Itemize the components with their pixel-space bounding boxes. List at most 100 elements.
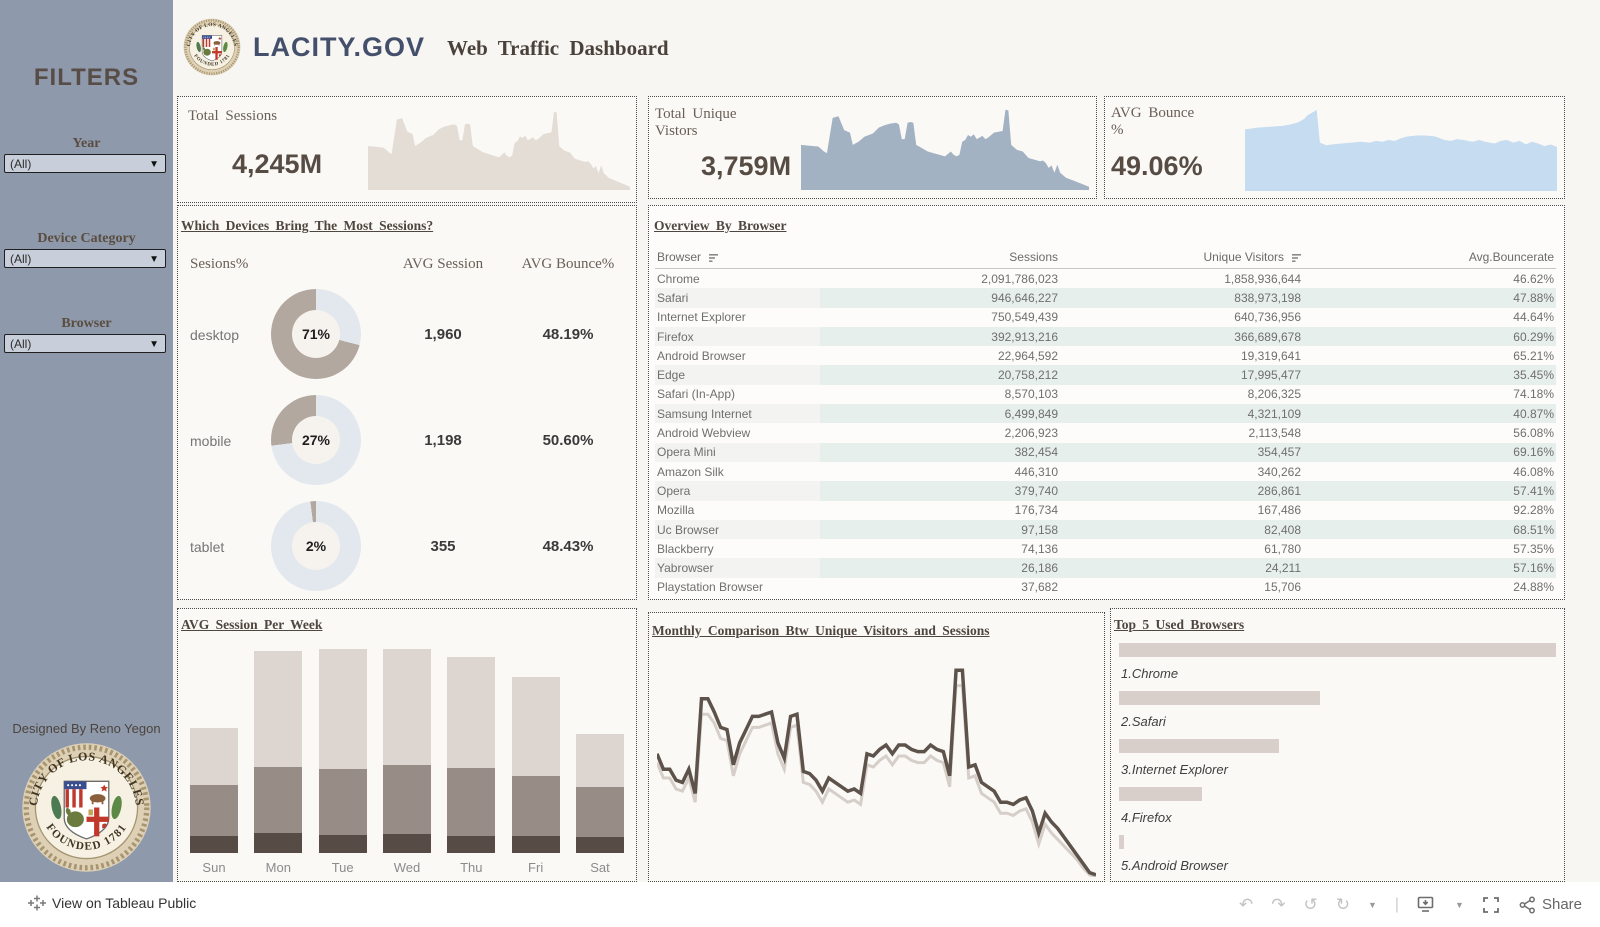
- top5-bar[interactable]: [1119, 787, 1203, 801]
- bar-fri[interactable]: [511, 649, 560, 853]
- segment-mid: [575, 786, 624, 837]
- donut-hole: [292, 416, 340, 464]
- bar-sat[interactable]: [575, 649, 624, 853]
- segment-dark: [254, 833, 303, 853]
- table-cell: 82,408: [1060, 519, 1303, 540]
- view-on-tableau-link[interactable]: View on Tableau Public: [52, 895, 197, 911]
- table-cell: 40.87%: [1303, 404, 1556, 424]
- top5-bar[interactable]: [1119, 835, 1125, 849]
- segment-dark: [382, 833, 431, 853]
- segment-mid: [254, 766, 303, 834]
- device-label-mobile: mobile: [190, 433, 232, 449]
- table-row[interactable]: Opera Mini 382,454 354,457 69.16%: [655, 442, 1556, 462]
- top5-label: 1.Chrome: [1121, 666, 1179, 681]
- filters-title: FILTERS: [33, 64, 140, 91]
- sort-icon[interactable]: [1292, 254, 1301, 262]
- top5-label: 2.Safari: [1121, 714, 1166, 729]
- col-header-browser[interactable]: Browser: [655, 246, 820, 269]
- table-row[interactable]: Mozilla 176,734 167,486 92.28%: [655, 501, 1556, 520]
- segment-mid: [511, 776, 560, 836]
- table-cell: 366,689,678: [1060, 326, 1303, 347]
- device-sessions-pct: 27%: [301, 432, 331, 448]
- download-icon[interactable]: [1417, 896, 1437, 914]
- table-row[interactable]: Edge 20,758,212 17,995,477 35.45%: [655, 365, 1556, 385]
- refresh-caret-icon[interactable]: ▼: [1367, 899, 1377, 910]
- devices-panel: Which Devices Bring The Most Sessions? S…: [177, 205, 637, 600]
- table-row[interactable]: Firefox 392,913,216 366,689,678 60.29%: [655, 326, 1556, 347]
- device-avg-session: 355: [430, 538, 456, 555]
- designer-credit: Designed By Reno Yegon: [12, 721, 161, 736]
- weekly-axis-labels: Sun Mon Tue Wed Thu Fri Sat: [190, 860, 624, 875]
- top5-item: 1.Chrome: [1119, 643, 1556, 681]
- browser-filter-dropdown[interactable]: (All) ▼: [4, 334, 166, 353]
- table-row[interactable]: Safari (In-App) 8,570,103 8,206,325 74.18%: [655, 385, 1556, 404]
- col-header-unique-visitors[interactable]: Unique Visitors: [1060, 246, 1303, 269]
- browser-table: Browser Sessions Unique Visitors Avg.Bou…: [655, 246, 1556, 597]
- browser-filter-value: (All): [10, 337, 32, 351]
- refresh-icon[interactable]: ↻: [1335, 895, 1350, 914]
- segment-light: [447, 657, 496, 769]
- table-row[interactable]: Internet Explorer 750,549,439 640,736,956 4…: [655, 308, 1556, 327]
- table-row[interactable]: Samsung Internet 6,499,849 4,321,109 40.87%: [655, 404, 1556, 424]
- top5-bar[interactable]: [1119, 739, 1279, 753]
- fullscreen-icon[interactable]: [1482, 896, 1500, 914]
- year-filter-dropdown[interactable]: (All) ▼: [4, 154, 166, 173]
- table-cell: Internet Explorer: [657, 310, 746, 325]
- table-row[interactable]: Blackberry 74,136 61,780 57.35%: [655, 539, 1556, 558]
- table-cell: 35.45%: [1303, 365, 1556, 385]
- table-row[interactable]: Opera 379,740 286,861 57.41%: [655, 481, 1556, 501]
- table-cell: 97,158: [820, 519, 1060, 540]
- table-cell: 946,646,227: [820, 288, 1060, 308]
- table-cell: 640,736,956: [1234, 310, 1301, 325]
- table-cell: 838,973,198: [1060, 288, 1303, 308]
- table-cell: 92.28%: [1513, 503, 1554, 518]
- download-caret-icon[interactable]: ▼: [1455, 899, 1464, 910]
- bar-wed[interactable]: [382, 648, 431, 853]
- bar-sun[interactable]: [190, 649, 238, 853]
- bar-tue[interactable]: [318, 649, 367, 853]
- top5-bar[interactable]: [1119, 691, 1321, 705]
- x-axis-label: Tue: [331, 860, 354, 875]
- table-row[interactable]: Amazon Silk 446,310 340,262 46.08%: [655, 462, 1556, 481]
- table-row[interactable]: Android Webview 2,206,923 2,113,548 56.08%: [655, 423, 1556, 442]
- device-donut-desktop[interactable]: 71%: [271, 289, 361, 379]
- share-button[interactable]: Share: [1518, 896, 1582, 914]
- bar-mon[interactable]: [254, 649, 303, 853]
- col-header-sessions[interactable]: Sessions: [820, 246, 1060, 269]
- segment-dark: [511, 835, 560, 853]
- table-row[interactable]: Yabrowser 26,186 24,211 57.16%: [655, 558, 1556, 578]
- table-cell: 379,740: [820, 481, 1060, 501]
- segment-light: [318, 649, 367, 770]
- col-header-avg-bouncerate[interactable]: Avg.Bouncerate: [1303, 246, 1556, 269]
- sort-icon[interactable]: [709, 254, 719, 262]
- table-row[interactable]: Android Browser 22,964,592 19,319,641 65.21…: [655, 346, 1556, 365]
- table-row[interactable]: Uc Browser 97,158 82,408 68.51%: [655, 519, 1556, 540]
- table-cell: Opera Mini: [655, 442, 820, 462]
- kpi-card-avg-bounce: AVG Bounce % 49.06%: [1104, 96, 1565, 199]
- devices-col-avg-session: AVG Session: [402, 256, 484, 272]
- la-city-seal: [21, 742, 152, 873]
- table-row[interactable]: Safari 946,646,227 838,973,198 47.88%: [655, 288, 1556, 308]
- year-filter-label: Year: [72, 136, 101, 151]
- table-cell: Chrome: [657, 271, 700, 286]
- device-avg-session: 1,960: [424, 326, 462, 343]
- segment-light: [382, 648, 431, 765]
- table-cell: 8,570,103: [1004, 387, 1058, 402]
- sessions-sparkline: [368, 110, 630, 190]
- table-row[interactable]: Chrome 2,091,786,023 1,858,936,644 46.62%: [655, 269, 1556, 289]
- bar-thu[interactable]: [447, 649, 496, 853]
- table-cell: 2,113,548: [1248, 426, 1302, 441]
- browser-table-body: Chrome 2,091,786,023 1,858,936,644 46.62% Sa…: [655, 269, 1556, 598]
- redo-icon[interactable]: ↷: [1271, 895, 1286, 914]
- undo-icon[interactable]: ↶: [1238, 895, 1254, 914]
- device-donut-tablet[interactable]: 2%: [271, 501, 361, 591]
- table-cell: 46.62%: [1513, 271, 1554, 286]
- x-axis-label: Wed: [393, 860, 421, 875]
- device-donut-mobile[interactable]: 27%: [271, 395, 361, 485]
- device-avg-session: 1,198: [424, 432, 462, 449]
- weekly-sessions-panel: AVG Session Per Week Sun Mon Tue Wed Thu Fri S…: [177, 608, 637, 882]
- revert-icon[interactable]: ↺: [1303, 895, 1318, 914]
- top5-bar[interactable]: [1119, 643, 1556, 657]
- device-filter-dropdown[interactable]: (All) ▼: [4, 249, 166, 268]
- table-row[interactable]: Playstation Browser 37,682 15,706 24.88%: [655, 578, 1556, 597]
